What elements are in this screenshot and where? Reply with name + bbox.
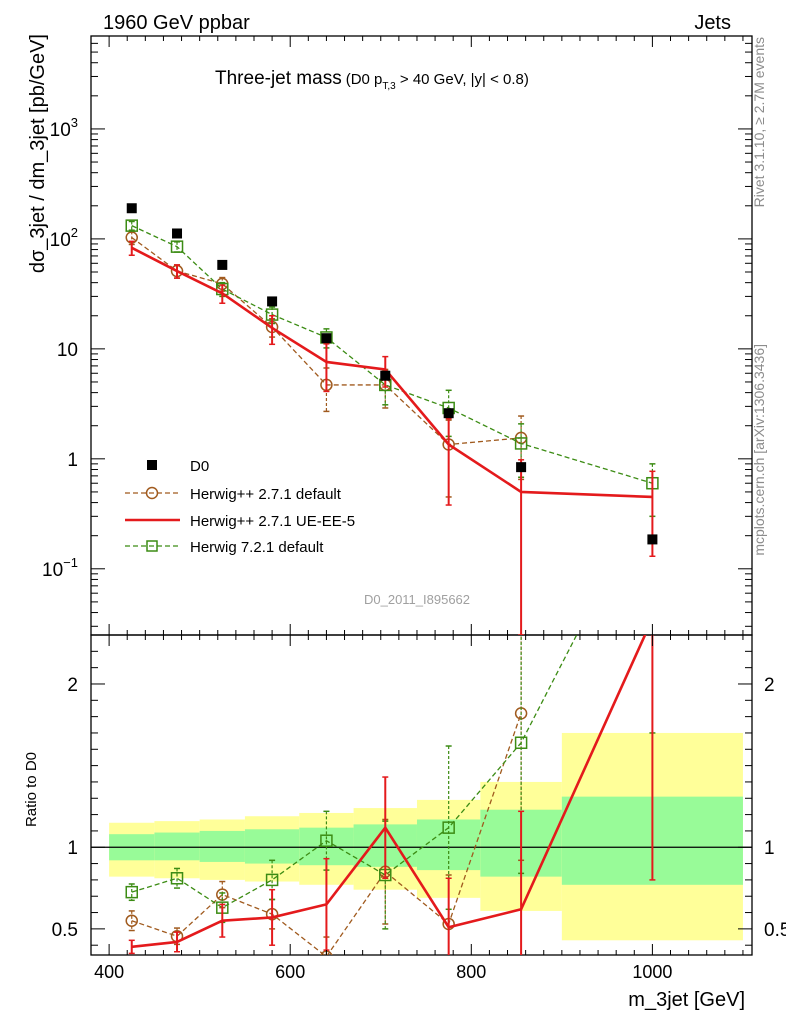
legend-marker-d0: [147, 460, 157, 470]
main-point-d0-8: [647, 534, 658, 545]
plot-title-cut-sub: T,3: [382, 81, 396, 92]
main-y-tick-label-1: 1: [67, 450, 78, 471]
x-tick-label-400: 400: [94, 962, 124, 982]
ratio-point-hw7-0: [125, 885, 138, 899]
plot-title-cut-close: > 40 GeV, |y| < 0.8): [396, 71, 529, 88]
main-y-tick-label-exp-4: 3: [71, 115, 78, 130]
y-axis-label-ratio: Ratio to D0: [23, 752, 40, 827]
ratio-point-hw7-3: [265, 873, 279, 887]
main-y-tick-label-3: 102: [50, 225, 78, 251]
main-point-hw7-7: [514, 437, 528, 450]
main-line-hw7: [131, 225, 653, 484]
main-y-tick-label-base-1: 1: [67, 450, 78, 471]
main-point-d0-6: [443, 408, 454, 419]
main-point-d0-3: [267, 296, 278, 307]
main-y-tick-label-exp-0: −1: [63, 555, 78, 570]
watermark: D0_2011_I895662: [364, 592, 470, 607]
x-tick-label-800: 800: [456, 962, 486, 982]
main-y-tick-label-base-3: 10: [50, 230, 71, 251]
main-point-hw7-0: [125, 219, 138, 232]
band-inner-2: [199, 830, 245, 862]
plot-title-main: Three-jet mass: [215, 68, 342, 89]
ratio-y-tick-label-right-2: 2: [764, 675, 775, 696]
legend-marker-herwig7: [146, 540, 158, 552]
main-point-d0-4: [321, 333, 332, 344]
legend-label-herwig7: Herwig 7.2.1 default: [190, 539, 324, 556]
ratio-y-tick-label-right-0.5: 0.5: [764, 920, 786, 941]
ratio-line-hw_def: [131, 713, 522, 955]
main-series-ue: [128, 240, 656, 635]
legend-label-ue-ee5: Herwig++ 2.7.1 UE-EE-5: [190, 513, 355, 530]
ratio-point-hw7-6: [442, 821, 455, 834]
main-y-tick-label-base-2: 10: [57, 340, 78, 361]
x-tick-label-1000: 1000: [632, 962, 672, 982]
ratio-frame-box: [90, 634, 753, 956]
main-y-tick-label-base-4: 10: [50, 120, 71, 141]
main-line-hw_def: [131, 236, 522, 446]
ratio-point-hw7-7: [514, 736, 528, 750]
x-tick-label-600: 600: [275, 962, 305, 982]
main-y-tick-label-4: 103: [50, 115, 78, 141]
y-axis-label-main: dσ_3jet / dm_3jet [pb/GeV]: [27, 34, 49, 273]
ratio-plot-frame: [90, 634, 753, 956]
main-point-d0-7: [516, 462, 527, 473]
main-point-hw7-1: [170, 240, 184, 253]
header-left: 1960 GeV ppbar: [103, 12, 250, 34]
ratio-y-tick-label-right-1: 1: [764, 838, 775, 859]
main-y-tick-label-base-0: 10: [42, 560, 63, 581]
legend-label-herwig-default: Herwig++ 2.7.1 default: [190, 486, 342, 503]
legend: D0 Herwig++ 2.7.1 default Herwig++ 2.7.1…: [125, 458, 355, 556]
main-series: [125, 203, 659, 635]
ratio-series-ue: [128, 635, 656, 955]
main-y-tick-label-exp-3: 2: [71, 225, 78, 240]
ratio-line-hw7: [131, 635, 578, 909]
plot-title: Three-jet mass (D0 pT,3 > 40 GeV, |y| < 0…: [215, 68, 529, 92]
main-point-d0-0: [126, 203, 137, 214]
legend-marker-herwig-default: [145, 486, 159, 500]
main-y-tick-label-2: 10: [57, 340, 78, 361]
main-point-d0-5: [380, 370, 391, 381]
side-label-rivet: Rivet 3.1.10, ≥ 2.7M events: [751, 37, 767, 207]
main-point-d0-2: [217, 259, 228, 270]
side-label-mcplots: mcplots.cern.ch [arXiv:1306.3436]: [751, 344, 767, 556]
ratio-point-hw_def-0: [125, 914, 138, 927]
plot-title-cut-open: (D0 p: [346, 71, 383, 88]
ratio-y-tick-label-left-0.5: 0.5: [52, 920, 78, 941]
band-inner-3: [244, 829, 300, 864]
ratio-y-tick-label-left-2: 2: [67, 675, 78, 696]
header-right: Jets: [694, 12, 731, 34]
main-y-tick-label-0: 10−1: [42, 555, 78, 581]
band-inner-1: [154, 832, 200, 861]
ratio-y-tick-label-left-1: 1: [67, 838, 78, 859]
ratio-point-hw7-1: [170, 872, 184, 885]
legend-label-d0: D0: [190, 458, 209, 475]
main-point-d0-1: [172, 228, 183, 239]
x-axis-label: m_3jet [GeV]: [628, 989, 745, 1011]
main-series-d0: [126, 203, 658, 545]
ratio-point-hw7-4: [320, 834, 333, 847]
